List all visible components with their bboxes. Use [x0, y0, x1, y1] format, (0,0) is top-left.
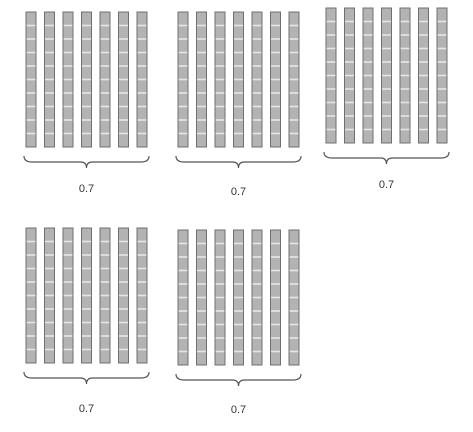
tenths-rod — [118, 11, 129, 148]
tenths-rod — [25, 11, 37, 148]
tenths-rod — [251, 11, 263, 148]
tenths-rod — [136, 227, 148, 364]
tenths-rod — [136, 11, 148, 148]
tenths-rod — [177, 229, 189, 366]
group-brace — [175, 373, 302, 387]
group-value-label: 0.7 — [79, 183, 94, 195]
tenths-rod — [399, 7, 411, 144]
group-brace — [323, 151, 450, 165]
tenths-rod — [214, 11, 226, 148]
tenths-rod — [196, 229, 207, 366]
tenths-rod — [81, 227, 92, 364]
group-value-label: 0.7 — [231, 404, 246, 416]
tenths-rod — [118, 227, 129, 364]
tenths-rod — [325, 7, 337, 144]
tenths-rod — [270, 229, 281, 366]
tenths-rod — [196, 11, 207, 148]
tenths-rod — [270, 11, 281, 148]
tenths-rod — [362, 7, 374, 144]
tenths-rod — [233, 229, 244, 366]
tenths-rod — [436, 7, 448, 144]
rod-group-2: 0.7 — [175, 11, 302, 198]
tenths-rod — [214, 229, 226, 366]
group-value-label: 0.7 — [379, 179, 394, 191]
tenths-rod — [62, 11, 74, 148]
group-value-label: 0.7 — [79, 403, 94, 415]
tenths-rod — [177, 11, 189, 148]
tenths-rod — [418, 7, 429, 144]
tenths-rod — [81, 11, 92, 148]
tenths-rod — [288, 229, 300, 366]
tenths-rod — [381, 7, 392, 144]
tenths-rod — [44, 11, 55, 148]
tenths-rod — [25, 227, 37, 364]
tenths-rod — [288, 11, 300, 148]
group-brace — [23, 371, 150, 385]
tenths-rod — [251, 229, 263, 366]
rod-group-1: 0.7 — [23, 11, 150, 195]
group-brace — [23, 155, 150, 169]
tenths-rod — [233, 11, 244, 148]
tenths-rod — [99, 227, 111, 364]
rod-group-4: 0.7 — [23, 227, 150, 415]
group-value-label: 0.7 — [231, 186, 246, 198]
tenths-rod — [99, 11, 111, 148]
rod-group-5: 0.7 — [175, 229, 302, 416]
rod-group-3: 0.7 — [323, 7, 450, 191]
tenths-rod — [44, 227, 55, 364]
group-brace — [175, 155, 302, 169]
tenths-rod — [344, 7, 355, 144]
tenths-rod — [62, 227, 74, 364]
